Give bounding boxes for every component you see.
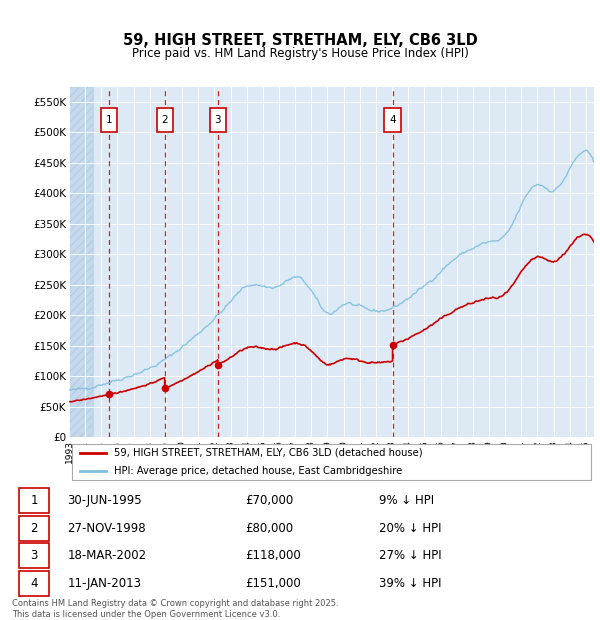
Text: £118,000: £118,000 [245, 549, 301, 562]
Text: HPI: Average price, detached house, East Cambridgeshire: HPI: Average price, detached house, East… [113, 466, 402, 476]
Text: 2: 2 [31, 522, 38, 535]
FancyBboxPatch shape [101, 108, 118, 133]
Text: 20% ↓ HPI: 20% ↓ HPI [379, 522, 441, 535]
Text: 27-NOV-1998: 27-NOV-1998 [67, 522, 146, 535]
FancyBboxPatch shape [19, 571, 49, 596]
Text: 27% ↓ HPI: 27% ↓ HPI [379, 549, 441, 562]
Text: Contains HM Land Registry data © Crown copyright and database right 2025.
This d: Contains HM Land Registry data © Crown c… [12, 600, 338, 619]
Text: £70,000: £70,000 [245, 494, 293, 507]
Text: 2: 2 [161, 115, 168, 125]
Text: £151,000: £151,000 [245, 577, 301, 590]
Text: 3: 3 [214, 115, 221, 125]
FancyBboxPatch shape [385, 108, 401, 133]
Bar [69, 87, 93, 437]
Text: 30-JUN-1995: 30-JUN-1995 [67, 494, 142, 507]
FancyBboxPatch shape [209, 108, 226, 133]
FancyBboxPatch shape [71, 444, 592, 480]
Text: 9% ↓ HPI: 9% ↓ HPI [379, 494, 434, 507]
Text: 3: 3 [31, 549, 38, 562]
Text: £80,000: £80,000 [245, 522, 293, 535]
Text: 59, HIGH STREET, STRETHAM, ELY, CB6 3LD: 59, HIGH STREET, STRETHAM, ELY, CB6 3LD [122, 33, 478, 48]
FancyBboxPatch shape [19, 543, 49, 569]
FancyBboxPatch shape [19, 488, 49, 513]
Bar [69, 87, 93, 437]
Text: 39% ↓ HPI: 39% ↓ HPI [379, 577, 441, 590]
Text: 4: 4 [31, 577, 38, 590]
Text: 18-MAR-2002: 18-MAR-2002 [67, 549, 146, 562]
Text: 11-JAN-2013: 11-JAN-2013 [67, 577, 141, 590]
Text: 1: 1 [31, 494, 38, 507]
FancyBboxPatch shape [157, 108, 173, 133]
FancyBboxPatch shape [19, 516, 49, 541]
Text: 1: 1 [106, 115, 113, 125]
Text: Price paid vs. HM Land Registry's House Price Index (HPI): Price paid vs. HM Land Registry's House … [131, 48, 469, 60]
Text: 59, HIGH STREET, STRETHAM, ELY, CB6 3LD (detached house): 59, HIGH STREET, STRETHAM, ELY, CB6 3LD … [113, 448, 422, 458]
Text: 4: 4 [389, 115, 396, 125]
